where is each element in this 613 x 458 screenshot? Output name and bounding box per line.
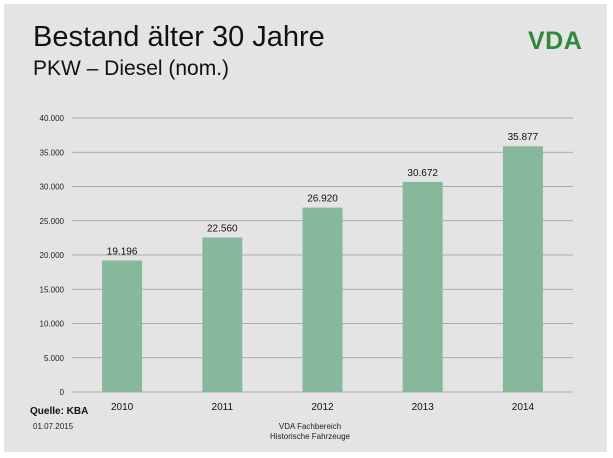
data-label: 19.196 (107, 247, 138, 258)
bar (502, 146, 543, 392)
data-label: 30.672 (407, 168, 438, 179)
y-tick-label: 20.000 (40, 251, 65, 260)
y-tick-label: 15.000 (40, 285, 65, 294)
x-tick-label: 2011 (212, 402, 234, 413)
data-label: 35.877 (508, 132, 539, 143)
footer: VDA Fachbereich Historische Fahrzeuge (240, 422, 380, 442)
y-tick-label: 40.000 (40, 114, 65, 123)
footer-line-1: VDA Fachbereich (278, 422, 342, 431)
x-tick-label: 2012 (311, 402, 334, 413)
y-tick-label: 25.000 (40, 217, 65, 226)
chart-title: Bestand älter 30 Jahre (33, 21, 325, 53)
vda-logo: VDA (528, 27, 583, 55)
y-tick-label: 0 (60, 388, 65, 397)
bar (202, 237, 243, 392)
y-tick-label: 10.000 (40, 320, 65, 329)
y-tick-label: 35.000 (40, 148, 65, 157)
x-tick-label: 2010 (111, 402, 134, 413)
chart-subtitle: PKW – Diesel (nom.) (33, 57, 230, 80)
x-tick-label: 2013 (412, 402, 435, 413)
x-tick-label: 2014 (512, 402, 535, 413)
source-note: Quelle: KBA (30, 406, 89, 417)
data-label: 22.560 (207, 223, 238, 234)
y-tick-label: 5.000 (44, 354, 65, 363)
date-label: 01.07.2015 (33, 422, 74, 431)
data-label: 26.920 (307, 194, 338, 205)
bar (102, 260, 143, 392)
bar (302, 207, 343, 392)
bar (402, 181, 443, 392)
footer-line-2: Historische Fahrzeuge (269, 432, 351, 441)
y-tick-label: 30.000 (40, 183, 65, 192)
